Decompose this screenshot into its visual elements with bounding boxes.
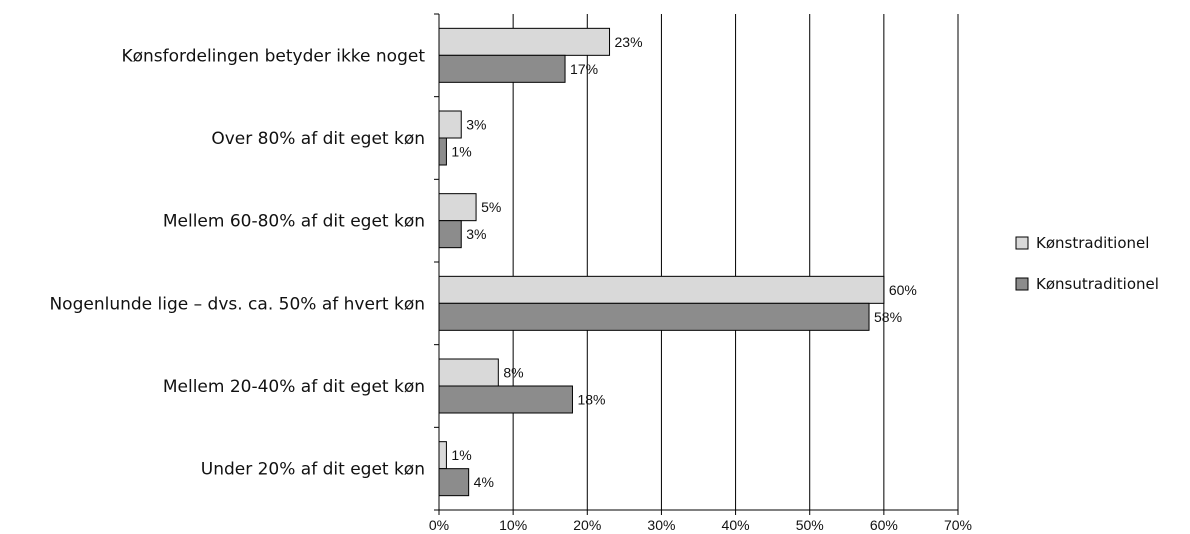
data-label: 58% [874,309,902,325]
data-label: 5% [481,199,501,215]
bar-konstraditionel [438,441,447,470]
category-label: Nogenlunde lige – dvs. ca. 50% af hvert … [49,294,425,314]
x-tick-label: 30% [647,517,675,533]
x-tick-labels: 0% 10% 20% 30% 40% 50% 60% 70% [429,517,972,533]
x-tick-label: 40% [722,517,750,533]
x-tick-label: 0% [429,517,449,533]
bar-konstraditionel [438,275,885,304]
data-label: 17% [570,61,598,77]
category-label: Mellem 20-40% af dit eget køn [163,377,425,397]
data-label: 1% [451,144,471,160]
data-label: 23% [615,34,643,50]
category-label: Mellem 60-80% af dit eget køn [163,212,425,232]
bar-konstraditionel [438,193,477,222]
data-label: 18% [577,392,605,408]
bar-konstraditionel [438,110,462,139]
bar-konsutraditionel [438,385,573,414]
data-label: 3% [466,226,486,242]
legend-swatch [1015,277,1029,291]
legend-label: Kønstraditionel [1036,234,1149,252]
bar-konsutraditionel [438,468,470,497]
data-label: 3% [466,117,486,133]
x-tick-label: 50% [796,517,824,533]
x-tick-label: 20% [573,517,601,533]
category-label: Over 80% af dit eget køn [211,129,425,149]
x-tick-label: 10% [499,517,527,533]
category-labels: Kønsfordelingen betyder ikke noget Over 8… [49,46,425,479]
bars [438,27,885,497]
legend-swatch [1015,236,1029,250]
data-label: 60% [889,282,917,298]
x-tick-label: 70% [944,517,972,533]
data-label: 8% [503,365,523,381]
data-label: 1% [451,447,471,463]
bar-konsutraditionel [438,302,870,331]
gridlines [512,14,959,510]
legend-label: Kønsutraditionel [1036,275,1159,293]
legend: Kønstraditionel Kønsutraditionel [1015,234,1159,293]
bar-konsutraditionel [438,137,447,166]
x-tick-label: 60% [870,517,898,533]
category-label: Under 20% af dit eget køn [201,460,425,480]
bar-konsutraditionel [438,54,566,83]
bar-konstraditionel [438,27,611,56]
axes [434,13,959,515]
category-label: Kønsfordelingen betyder ikke noget [121,46,425,66]
bar-konstraditionel [438,358,499,387]
data-label: 4% [474,474,494,490]
data-labels: 23%17%3%1%5%3%60%58%8%18%1%4% [451,34,916,490]
bar-konsutraditionel [438,220,462,249]
